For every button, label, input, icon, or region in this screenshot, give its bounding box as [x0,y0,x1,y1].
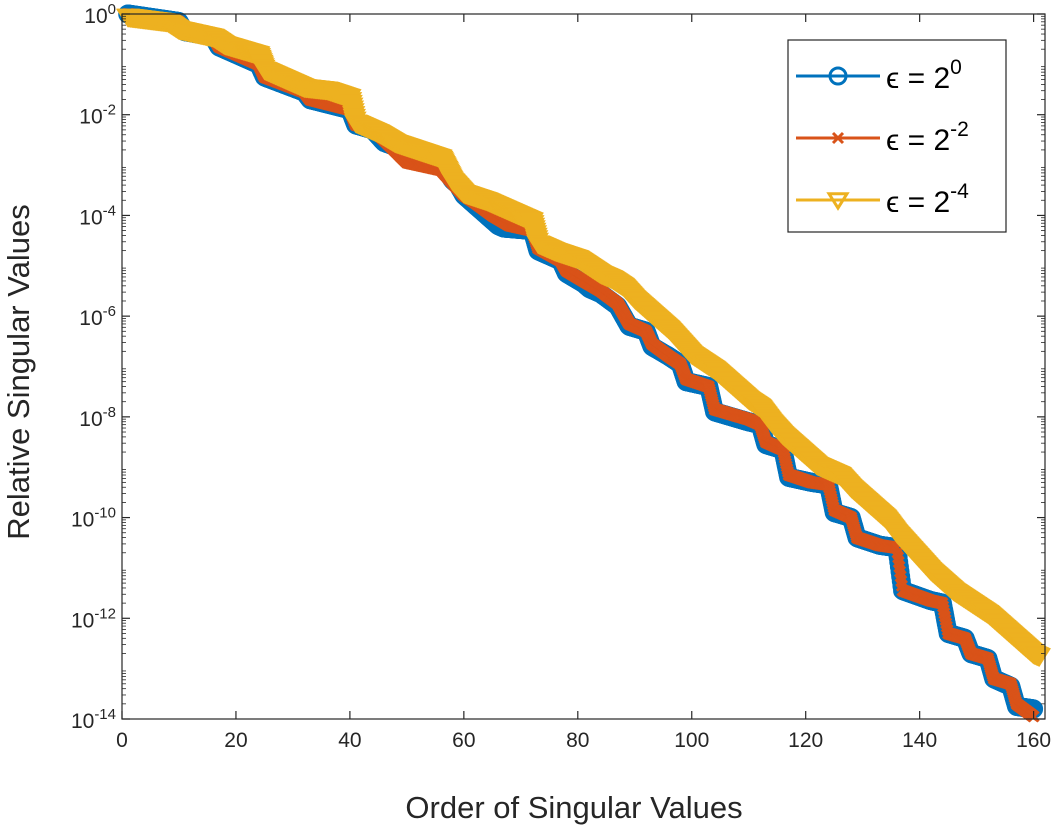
ticks-layer: 0 20 40 60 80 100 120 140 160 100 10-2 10-4 10-6 10-8… [71,1,1051,752]
legend: ϵ = 20 ϵ = 2-2 ϵ = 2-4 [787,39,1007,233]
plot-frame [121,13,1046,720]
y-tick-label: 10-2 [79,102,116,129]
y-tick-label: 10-4 [79,202,116,229]
y-tick-label: 10-10 [71,505,116,532]
y-axis-label: Relative Singular Values [1,204,36,539]
legend-swatch-marker [828,66,848,86]
legend-entry-label: ϵ = 2-2 [886,118,969,157]
y-tick-label: 10-8 [79,404,116,431]
x-tick-label: 160 [1016,729,1051,752]
x-axis-label: Order of Singular Values [405,790,742,825]
x-tick-label: 0 [116,729,128,752]
series-2 [115,8,1052,667]
series-layer [115,4,1052,723]
x-tick-label: 100 [674,729,709,752]
y-tick-label: 10-6 [79,303,116,330]
x-tick-label: 80 [566,729,589,752]
legend-swatch-marker [831,131,845,145]
legend-entry-label: ϵ = 20 [886,56,962,95]
y-tick-label: 100 [84,1,116,28]
x-tick-label: 40 [338,729,361,752]
x-tick-label: 120 [788,729,823,752]
legend-entry-label: ϵ = 2-4 [886,180,969,219]
x-tick-label: 140 [902,729,937,752]
x-tick-label: 20 [224,729,247,752]
y-tick-label: 10-14 [71,706,116,733]
legend-swatch-marker [826,192,850,211]
x-tick-label: 60 [452,729,475,752]
series-marker [1027,648,1052,667]
y-tick-label: 10-12 [71,605,116,632]
